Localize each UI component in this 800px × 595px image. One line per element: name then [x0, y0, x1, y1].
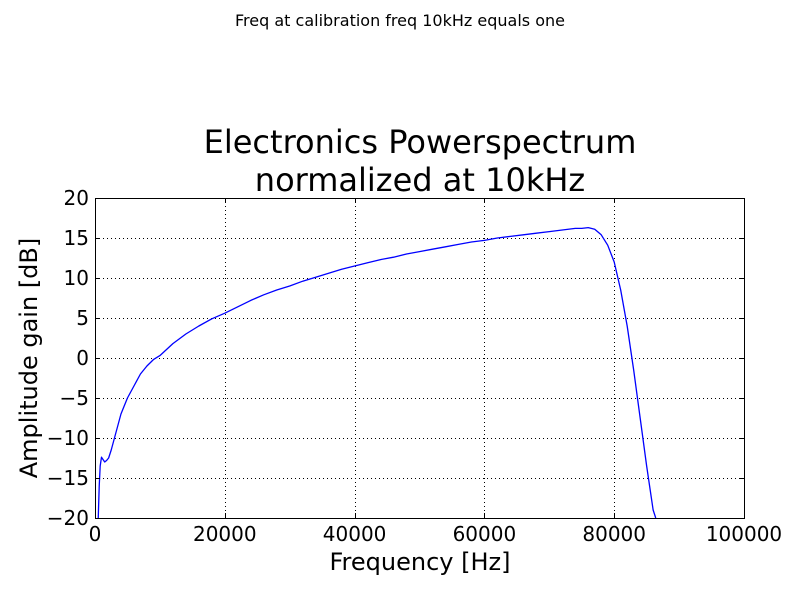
y-tick-label: 20	[64, 186, 89, 210]
x-tick-label: 0	[89, 522, 102, 546]
y-tick-label: −10	[47, 426, 89, 450]
x-axis-label: Frequency [Hz]	[330, 548, 511, 576]
chart-title-line-2: normalized at 10kHz	[255, 161, 585, 199]
x-tick-label: 60000	[453, 522, 517, 546]
axis-ticks	[95, 198, 745, 519]
grid-lines	[95, 198, 744, 518]
x-tick-labels: 0 20000 40000 60000 80000 100000	[89, 522, 783, 546]
y-tick-label: −5	[60, 386, 89, 410]
y-tick-label: 5	[76, 306, 89, 330]
y-tick-label: 15	[64, 226, 89, 250]
x-tick-label: 100000	[706, 522, 782, 546]
series-line	[97, 226, 657, 518]
y-tick-label: −15	[47, 466, 89, 490]
figure-suptitle: Freq at calibration freq 10kHz equals on…	[235, 11, 565, 30]
y-tick-label: −20	[47, 506, 89, 530]
y-axis-label: Amplitude gain [dB]	[15, 238, 43, 479]
x-tick-label: 20000	[193, 522, 257, 546]
y-tick-labels: −20 −15 −10 −5 0 5 10 15 20	[47, 186, 89, 530]
x-tick-label: 80000	[582, 522, 646, 546]
series-layer	[97, 226, 657, 518]
x-tick-label: 40000	[323, 522, 387, 546]
y-tick-label: 10	[64, 266, 89, 290]
chart-title-line-1: Electronics Powerspectrum	[204, 123, 637, 161]
y-tick-label: 0	[76, 346, 89, 370]
